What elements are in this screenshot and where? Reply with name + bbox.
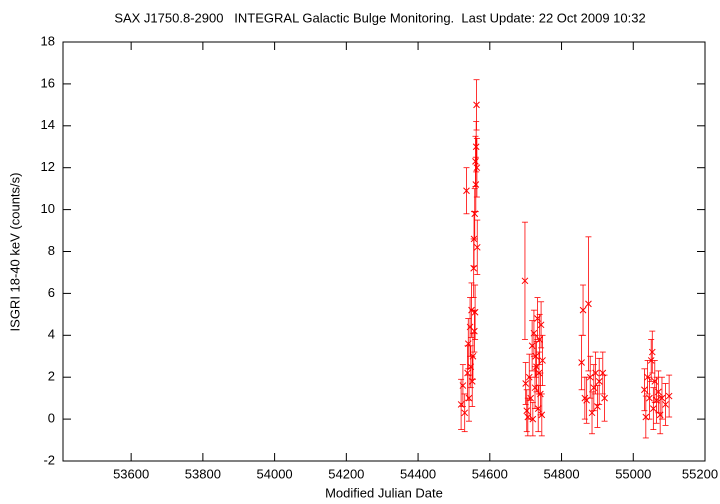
x-tick-label: 53600 xyxy=(113,466,149,481)
y-tick-label: 6 xyxy=(48,285,55,300)
data-point xyxy=(658,394,666,402)
data-point xyxy=(648,348,656,356)
data-point xyxy=(523,407,531,415)
x-tick-label: 53800 xyxy=(185,466,221,481)
data-point xyxy=(647,357,655,364)
data-point xyxy=(473,243,481,251)
data-point xyxy=(472,181,480,188)
data-point xyxy=(538,411,546,419)
y-tick-label: 0 xyxy=(48,411,55,426)
data-point xyxy=(472,143,480,151)
y-tick-label: 18 xyxy=(41,33,55,48)
data-point xyxy=(601,394,608,402)
data-point xyxy=(471,327,478,335)
data-point xyxy=(465,394,473,402)
y-tick-label: 4 xyxy=(48,327,55,342)
y-tick-label: 10 xyxy=(41,201,55,216)
plot-frame xyxy=(62,41,706,462)
data-point xyxy=(646,394,653,402)
data-point xyxy=(655,388,662,396)
data-point xyxy=(592,369,599,377)
x-tick-label: 54800 xyxy=(543,466,579,481)
data-point xyxy=(578,359,585,366)
data-point xyxy=(585,300,592,308)
y-tick-label: 8 xyxy=(48,243,55,258)
data-point xyxy=(527,394,535,402)
y-tick-label: 14 xyxy=(41,117,55,132)
x-tick-label: 54200 xyxy=(328,466,364,481)
data-point xyxy=(665,392,673,400)
data-point xyxy=(662,401,669,408)
y-tick-label: 12 xyxy=(41,159,55,174)
data-point xyxy=(641,386,648,394)
data-point xyxy=(532,352,540,360)
x-tick-label: 55200 xyxy=(682,466,718,481)
x-axis-label: Modified Julian Date xyxy=(325,485,443,500)
data-point xyxy=(537,321,545,329)
data-point xyxy=(536,336,544,343)
x-tick-label: 54600 xyxy=(472,466,508,481)
x-tick-label: 55000 xyxy=(615,466,651,481)
x-tick-label: 54000 xyxy=(257,466,293,481)
data-point xyxy=(459,382,467,389)
data-point xyxy=(521,277,529,285)
data-point xyxy=(469,352,477,360)
y-axis-label: ISGRI 18-40 keV (counts/s) xyxy=(7,173,22,332)
data-point xyxy=(586,373,594,381)
data-point xyxy=(649,405,657,412)
data-point xyxy=(461,409,469,417)
data-point xyxy=(595,378,603,385)
chart-title: SAX J1750.8-2900 INTEGRAL Galactic Bulge… xyxy=(114,10,645,25)
y-tick-label: 16 xyxy=(41,75,55,90)
data-point xyxy=(473,164,481,172)
y-tick-label: 2 xyxy=(48,369,55,384)
data-point xyxy=(473,101,480,109)
data-point xyxy=(579,306,587,314)
data-point xyxy=(539,357,546,364)
data-point xyxy=(522,380,530,387)
data-point xyxy=(471,308,479,316)
y-tick-label: -2 xyxy=(43,452,55,467)
data-point xyxy=(463,187,470,195)
data-point xyxy=(529,415,537,423)
x-tick-label: 54400 xyxy=(400,466,436,481)
